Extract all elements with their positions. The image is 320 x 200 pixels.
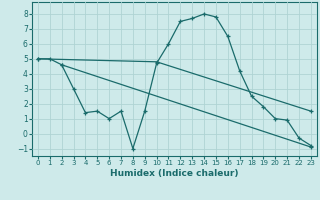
X-axis label: Humidex (Indice chaleur): Humidex (Indice chaleur) [110,169,239,178]
